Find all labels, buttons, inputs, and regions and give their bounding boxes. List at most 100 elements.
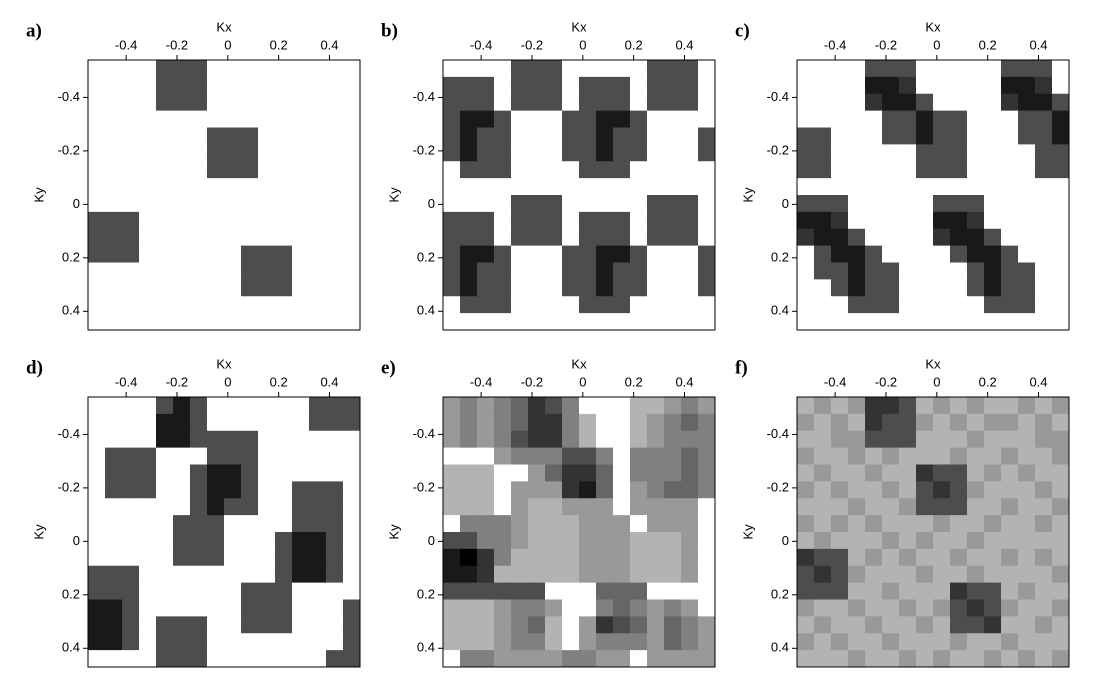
heat-cell bbox=[596, 481, 614, 499]
heat-cell bbox=[797, 515, 815, 533]
heat-cell bbox=[326, 599, 344, 617]
heat-cell bbox=[258, 582, 276, 600]
heat-cell bbox=[1052, 413, 1070, 432]
heat-cell bbox=[984, 413, 1002, 432]
heat-cell bbox=[156, 178, 174, 196]
heat-cell bbox=[528, 565, 546, 584]
x-tick-label: -0.4 bbox=[115, 37, 137, 52]
heat-cell bbox=[224, 161, 242, 179]
heat-cell bbox=[139, 161, 157, 179]
heat-cell bbox=[139, 616, 157, 634]
heat-cell bbox=[443, 144, 461, 162]
heat-cell bbox=[443, 397, 461, 415]
heat-cell bbox=[309, 515, 327, 533]
heat-cell bbox=[477, 498, 495, 516]
heat-cell bbox=[865, 616, 883, 634]
heat-cell bbox=[309, 650, 327, 668]
heat-cell bbox=[899, 161, 917, 179]
x-axis-label: Kx bbox=[216, 356, 232, 371]
x-tick-label: -0.2 bbox=[521, 37, 543, 52]
heat-cell bbox=[173, 313, 191, 331]
heat-cell bbox=[207, 565, 225, 584]
heat-cell bbox=[190, 127, 208, 145]
heat-cell bbox=[579, 633, 597, 651]
heat-cell bbox=[831, 245, 849, 263]
heat-cell bbox=[596, 565, 614, 584]
heat-cell bbox=[443, 582, 461, 600]
heat-cell bbox=[343, 60, 361, 78]
heat-cell bbox=[797, 178, 815, 196]
heat-cell bbox=[105, 599, 123, 617]
heat-cell bbox=[933, 498, 951, 516]
heat-cell bbox=[494, 296, 512, 314]
heat-cell bbox=[698, 127, 716, 145]
heat-cell bbox=[613, 228, 631, 247]
heat-cell bbox=[258, 548, 276, 567]
heat-cell bbox=[647, 110, 665, 128]
heat-cell bbox=[579, 178, 597, 196]
heat-cell bbox=[224, 397, 242, 415]
heat-cell bbox=[443, 413, 461, 432]
x-tick-label: -0.4 bbox=[824, 37, 846, 52]
y-tick-label: -0.4 bbox=[767, 426, 789, 441]
heat-cell bbox=[88, 599, 106, 617]
heat-cell bbox=[1052, 211, 1070, 230]
heat-cell bbox=[681, 127, 699, 145]
heat-cell bbox=[477, 178, 495, 196]
heat-cell bbox=[950, 515, 968, 533]
heat-cell bbox=[241, 93, 259, 112]
heat-cell bbox=[292, 178, 310, 196]
heat-cell bbox=[967, 245, 985, 263]
heat-cell bbox=[173, 397, 191, 415]
heat-cell bbox=[1052, 430, 1070, 449]
x-tick-label: 0.2 bbox=[979, 374, 997, 389]
heat-cell bbox=[477, 548, 495, 567]
heat-cell bbox=[950, 76, 968, 95]
heat-cell bbox=[275, 430, 293, 449]
heat-cell bbox=[967, 650, 985, 668]
heat-cell bbox=[190, 161, 208, 179]
heat-cell bbox=[681, 565, 699, 584]
heat-cell bbox=[173, 413, 191, 432]
heat-cell bbox=[899, 565, 917, 584]
heat-cell bbox=[511, 481, 529, 499]
heat-cell bbox=[797, 413, 815, 432]
y-tick-label: 0.4 bbox=[62, 303, 80, 318]
heat-cell bbox=[190, 565, 208, 584]
heat-cell bbox=[630, 195, 648, 213]
heat-cell bbox=[950, 565, 968, 584]
heat-cell bbox=[831, 195, 849, 213]
heat-cell bbox=[596, 93, 614, 112]
heat-cell bbox=[511, 532, 529, 550]
heat-cell bbox=[258, 313, 276, 331]
heat-cell bbox=[1035, 60, 1053, 78]
heat-cell bbox=[899, 262, 917, 280]
heat-cell bbox=[916, 296, 934, 314]
heat-cell bbox=[309, 178, 327, 196]
heat-cell bbox=[882, 532, 900, 550]
heat-cell bbox=[950, 93, 968, 112]
heat-cell bbox=[241, 633, 259, 651]
heat-cell bbox=[596, 582, 614, 600]
heat-cell bbox=[865, 279, 883, 297]
heat-cell bbox=[967, 464, 985, 482]
heat-cell bbox=[190, 296, 208, 314]
heat-cell bbox=[326, 413, 344, 432]
heat-cell bbox=[664, 650, 682, 668]
heat-cell bbox=[848, 211, 866, 230]
heat-cell bbox=[105, 313, 123, 331]
heat-cell bbox=[343, 582, 361, 600]
heat-cell bbox=[224, 582, 242, 600]
heat-cell bbox=[848, 228, 866, 247]
heat-cell bbox=[647, 228, 665, 247]
heat-cell bbox=[848, 76, 866, 95]
heat-cell bbox=[326, 633, 344, 651]
heat-cell bbox=[275, 464, 293, 482]
heat-cell bbox=[899, 127, 917, 145]
heat-cell bbox=[865, 532, 883, 550]
heat-cell bbox=[1001, 211, 1019, 230]
heat-cell bbox=[241, 313, 259, 331]
heat-cell bbox=[797, 245, 815, 263]
heat-cell bbox=[190, 650, 208, 668]
heat-cell bbox=[562, 481, 580, 499]
